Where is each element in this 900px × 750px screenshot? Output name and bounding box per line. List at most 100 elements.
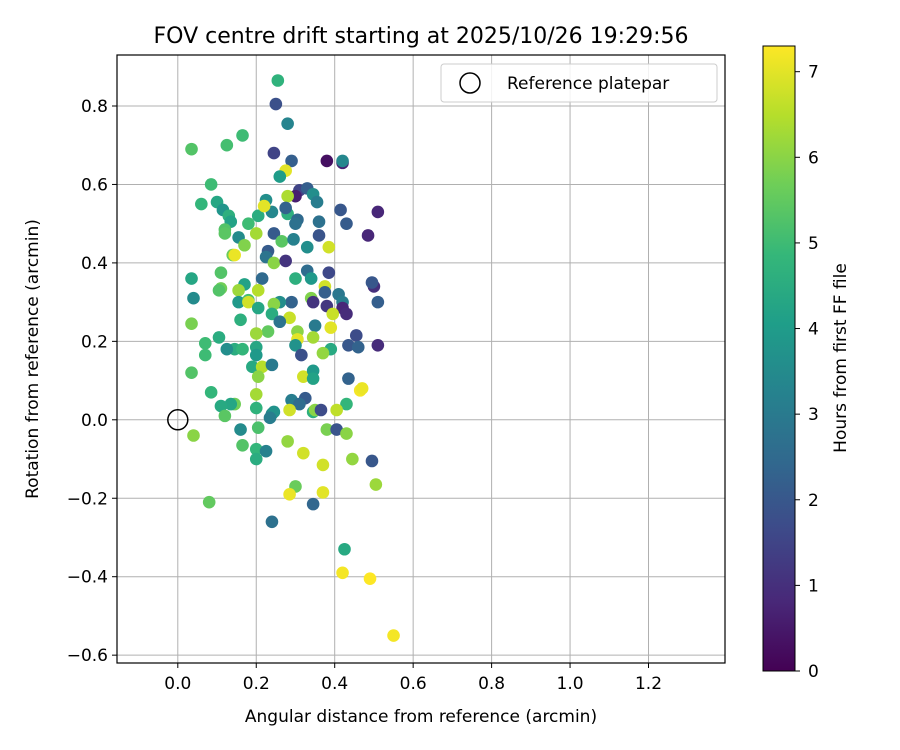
data-point [365, 454, 379, 468]
data-point [306, 497, 320, 511]
data-point [295, 348, 308, 362]
data-point [326, 307, 340, 321]
data-point [249, 401, 263, 415]
data-point [308, 319, 322, 332]
data-point [287, 233, 300, 246]
data-point [249, 348, 263, 362]
data-point [251, 209, 265, 223]
data-point [255, 360, 269, 374]
data-point [371, 205, 385, 219]
data-point [281, 189, 294, 203]
data-point [336, 566, 349, 580]
data-point [224, 397, 238, 411]
data-point [214, 399, 228, 413]
data-point [316, 458, 330, 472]
data-point [342, 338, 355, 352]
y-tick-label: 0.0 [81, 411, 108, 431]
data-point [204, 178, 218, 191]
data-point [187, 429, 200, 442]
y-tick-label: 0.8 [81, 97, 108, 117]
data-point [251, 421, 265, 434]
data-point [265, 515, 279, 529]
data-point [316, 486, 330, 499]
x-tick-label: 0.6 [400, 674, 427, 694]
data-point [249, 388, 263, 401]
x-tick-label: 0.0 [164, 674, 191, 694]
data-point [267, 227, 281, 240]
colorbar-tick-label: 3 [808, 405, 819, 425]
y-tick-label: −0.6 [67, 646, 108, 666]
y-tick-label: −0.4 [67, 568, 108, 588]
x-tick-label: 1.2 [635, 674, 662, 694]
colorbar-tick-label: 7 [808, 63, 819, 83]
colorbar-label: Hours from first FF file [831, 263, 851, 453]
data-point [289, 338, 302, 352]
data-point [281, 117, 294, 130]
x-tick-label: 0.2 [243, 674, 270, 694]
data-point [300, 240, 314, 254]
x-tick-label: 0.4 [321, 674, 348, 694]
y-tick-label: 0.4 [81, 254, 108, 274]
data-point [202, 495, 216, 509]
data-point [236, 342, 249, 356]
data-point [371, 295, 385, 309]
data-point [289, 272, 302, 285]
data-point [387, 629, 400, 642]
data-point [365, 276, 379, 289]
data-point [322, 240, 336, 254]
data-point [306, 295, 320, 309]
data-point [214, 266, 228, 280]
data-point [342, 372, 355, 385]
x-tick-label: 0.8 [478, 674, 505, 694]
data-point [279, 254, 292, 268]
data-point [322, 266, 336, 280]
colorbar: 0 1 2 3 4 5 6 7 Hours from first FF file [762, 45, 851, 682]
y-axis-label: Rotation from reference (arcmin) [23, 219, 43, 499]
data-point [249, 327, 263, 340]
data-point [275, 235, 289, 248]
data-point [320, 154, 334, 168]
data-point [283, 488, 296, 501]
x-tick-label: 1.0 [557, 674, 584, 694]
data-point [271, 74, 285, 87]
data-point [351, 340, 365, 354]
data-point [198, 337, 212, 350]
data-point [269, 97, 283, 111]
reference-platepar-marker [167, 409, 189, 431]
data-point [283, 311, 296, 325]
data-point [340, 427, 353, 440]
chart-title: FOV centre drift starting at 2025/10/26 … [154, 24, 689, 49]
y-tick-label: 0.2 [81, 332, 108, 352]
data-point [185, 317, 198, 330]
data-point [306, 331, 320, 344]
data-point [346, 452, 359, 466]
data-point [320, 423, 334, 436]
legend-box [440, 63, 718, 103]
data-point [330, 403, 343, 417]
data-point [369, 478, 383, 491]
reference-marker [167, 409, 189, 431]
x-axis-label: Angular distance from reference (arcmin) [245, 707, 597, 727]
data-point [318, 286, 332, 299]
colorbar-tick-label: 1 [808, 576, 819, 596]
data-point [340, 307, 353, 321]
data-points [185, 74, 400, 642]
colorbar-tick-label: 4 [808, 320, 819, 340]
data-point [251, 284, 265, 297]
data-point [249, 452, 263, 466]
data-point [304, 272, 318, 285]
data-point [246, 360, 259, 374]
data-point [361, 229, 375, 242]
data-point [267, 256, 281, 270]
data-point [336, 154, 349, 168]
data-point [297, 446, 310, 460]
data-point [198, 348, 212, 362]
data-point [257, 199, 271, 213]
data-point [232, 295, 245, 309]
data-point [228, 248, 241, 262]
data-point [251, 370, 265, 383]
data-point [330, 423, 343, 436]
data-point [255, 272, 269, 285]
data-point [238, 238, 251, 252]
